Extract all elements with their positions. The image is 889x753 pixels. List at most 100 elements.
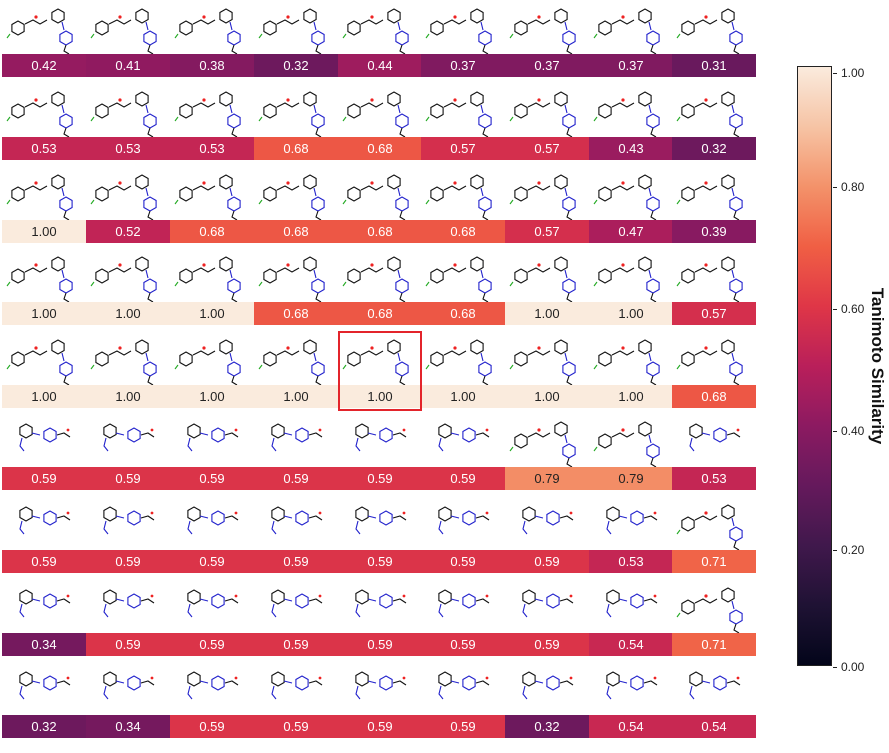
similarity-value-label: 0.59 — [170, 467, 254, 490]
heatmap-cell: 0.32 — [672, 83, 756, 165]
heatmap-cell: 0.32 — [505, 661, 589, 743]
molecule-structure-icon — [170, 413, 254, 469]
similarity-value-label: 0.71 — [672, 633, 756, 656]
molecule-structure-icon — [589, 331, 673, 387]
heatmap-cell: 0.68 — [254, 248, 338, 330]
heatmap-cell: 0.37 — [421, 0, 505, 82]
heatmap-cell: 1.00 — [505, 331, 589, 413]
similarity-value-label: 0.53 — [86, 137, 170, 160]
molecule-structure-icon — [672, 83, 756, 139]
similarity-value-label: 0.57 — [505, 137, 589, 160]
similarity-value-label: 0.68 — [170, 220, 254, 243]
molecule-structure-icon — [254, 166, 338, 222]
heatmap-cell: 1.00 — [2, 248, 86, 330]
heatmap-cell: 0.59 — [505, 579, 589, 661]
molecule-structure-icon — [254, 661, 338, 717]
heatmap-cell: 0.57 — [505, 166, 589, 248]
similarity-value-label: 0.57 — [505, 220, 589, 243]
heatmap-cell: 0.59 — [254, 496, 338, 578]
similarity-value-label: 0.54 — [589, 633, 673, 656]
heatmap-cell: 1.00 — [505, 248, 589, 330]
molecule-structure-icon — [589, 661, 673, 717]
molecule-structure-icon — [672, 0, 756, 56]
molecule-structure-icon — [338, 83, 422, 139]
molecule-structure-icon — [2, 579, 86, 635]
molecule-structure-icon — [2, 0, 86, 56]
heatmap-cell: 1.00 — [2, 166, 86, 248]
colorbar — [797, 66, 832, 666]
similarity-value-label: 1.00 — [421, 385, 505, 408]
heatmap-cell: 0.53 — [170, 83, 254, 165]
colorbar-label: Tanimoto Similarity — [868, 287, 887, 445]
similarity-value-label: 1.00 — [170, 385, 254, 408]
molecule-structure-icon — [254, 496, 338, 552]
molecule-structure-icon — [589, 166, 673, 222]
molecule-structure-icon — [505, 331, 589, 387]
similarity-value-label: 1.00 — [254, 385, 338, 408]
heatmap-cell: 0.59 — [421, 496, 505, 578]
heatmap-cell: 0.54 — [589, 661, 673, 743]
heatmap-cell: 0.31 — [672, 0, 756, 82]
molecule-structure-icon — [254, 579, 338, 635]
molecule-structure-icon — [86, 248, 170, 304]
similarity-value-label: 0.68 — [672, 385, 756, 408]
heatmap-cell: 0.59 — [170, 413, 254, 495]
molecule-structure-icon — [505, 579, 589, 635]
heatmap-cell: 0.53 — [86, 83, 170, 165]
molecule-structure-icon — [672, 166, 756, 222]
similarity-value-label: 0.59 — [254, 715, 338, 738]
similarity-value-label: 0.59 — [170, 633, 254, 656]
heatmap-cell: 0.54 — [589, 579, 673, 661]
heatmap-cell: 0.37 — [505, 0, 589, 82]
colorbar-tick: 0.60 — [833, 302, 864, 316]
molecule-structure-icon — [86, 496, 170, 552]
molecule-structure-icon — [421, 0, 505, 56]
similarity-value-label: 0.32 — [505, 715, 589, 738]
similarity-value-label: 0.79 — [505, 467, 589, 490]
heatmap-cell: 0.59 — [421, 661, 505, 743]
similarity-value-label: 1.00 — [2, 302, 86, 325]
molecule-structure-icon — [338, 331, 422, 387]
molecule-structure-icon — [2, 413, 86, 469]
molecule-structure-icon — [672, 413, 756, 469]
molecule-structure-icon — [589, 496, 673, 552]
heatmap-cell: 0.47 — [589, 166, 673, 248]
heatmap-cell: 0.57 — [505, 83, 589, 165]
molecule-structure-icon — [589, 248, 673, 304]
heatmap-cell: 0.42 — [2, 0, 86, 82]
heatmap-cell: 1.00 — [338, 331, 422, 413]
similarity-value-label: 0.68 — [421, 220, 505, 243]
heatmap-cell: 0.44 — [338, 0, 422, 82]
heatmap-cell: 0.53 — [2, 83, 86, 165]
heatmap-cell: 0.32 — [2, 661, 86, 743]
similarity-value-label: 0.32 — [254, 54, 338, 77]
similarity-value-label: 0.59 — [338, 715, 422, 738]
heatmap-cell: 0.71 — [672, 496, 756, 578]
similarity-value-label: 0.37 — [421, 54, 505, 77]
similarity-value-label: 0.68 — [254, 220, 338, 243]
molecule-structure-icon — [254, 83, 338, 139]
heatmap-cell: 0.71 — [672, 579, 756, 661]
molecule-structure-icon — [170, 331, 254, 387]
molecule-structure-icon — [421, 661, 505, 717]
similarity-value-label: 0.53 — [2, 137, 86, 160]
molecule-structure-icon — [86, 0, 170, 56]
heatmap-cell: 0.59 — [170, 496, 254, 578]
heatmap-cell: 0.37 — [589, 0, 673, 82]
similarity-value-label: 0.59 — [86, 633, 170, 656]
molecule-structure-icon — [170, 166, 254, 222]
similarity-value-label: 0.68 — [254, 302, 338, 325]
heatmap-cell: 0.59 — [421, 413, 505, 495]
similarity-value-label: 1.00 — [2, 385, 86, 408]
similarity-value-label: 0.43 — [589, 137, 673, 160]
similarity-value-label: 0.59 — [338, 633, 422, 656]
similarity-value-label: 1.00 — [589, 302, 673, 325]
molecule-structure-icon — [2, 83, 86, 139]
similarity-value-label: 0.32 — [2, 715, 86, 738]
heatmap-cell: 0.59 — [170, 579, 254, 661]
heatmap-cell: 0.59 — [2, 413, 86, 495]
heatmap-cell: 1.00 — [589, 248, 673, 330]
heatmap-cell: 1.00 — [86, 331, 170, 413]
similarity-value-label: 1.00 — [170, 302, 254, 325]
molecule-structure-icon — [86, 331, 170, 387]
